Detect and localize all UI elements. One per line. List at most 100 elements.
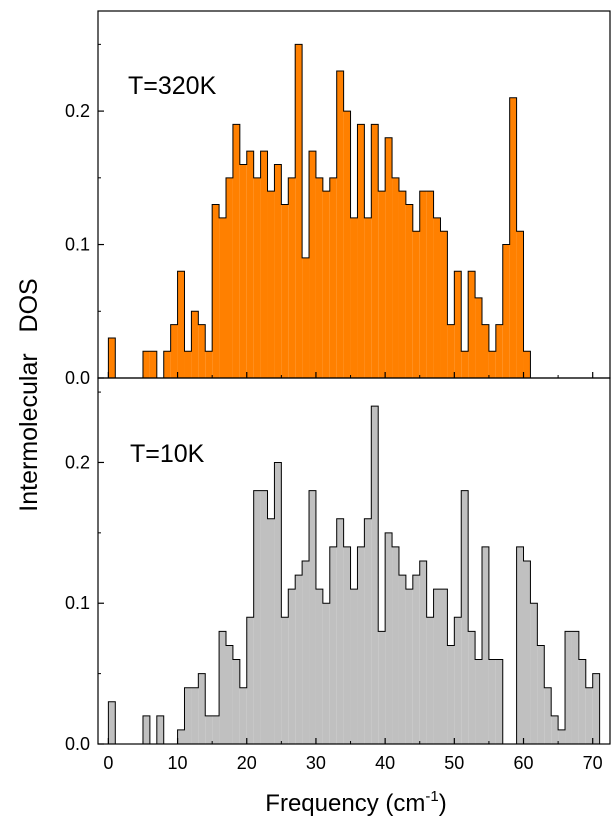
histogram-bar <box>461 490 469 744</box>
y-axis-label: Intermolecular DOS <box>15 278 43 511</box>
histogram-bar <box>267 518 275 744</box>
histogram-bar <box>350 217 358 378</box>
y-tick-label: 0.2 <box>65 101 90 121</box>
histogram-bar <box>537 645 545 744</box>
histogram-bar <box>468 631 476 744</box>
histogram-bar <box>475 297 482 378</box>
histogram-bar <box>260 151 268 378</box>
histogram-bar <box>578 659 586 744</box>
x-tick-label: 60 <box>513 753 533 773</box>
x-axis-label-main: Frequency (cm <box>265 790 425 817</box>
y-tick-label: 0.1 <box>65 235 90 255</box>
histogram-bar <box>205 351 213 378</box>
histogram-bar <box>302 257 310 378</box>
histogram-bar <box>309 151 316 378</box>
histogram-bar <box>288 589 296 744</box>
histogram-outline <box>107 43 607 379</box>
x-tick-label: 70 <box>583 753 603 773</box>
histogram-bar <box>177 271 185 378</box>
histogram-bar <box>495 659 503 744</box>
histogram-bar <box>447 324 455 378</box>
histogram-bar <box>398 575 406 744</box>
histogram-bar <box>343 546 351 744</box>
x-tick-label: 30 <box>306 753 326 773</box>
x-tick-label: 10 <box>168 753 188 773</box>
histogram-bar <box>232 659 240 744</box>
histogram-bar <box>412 575 420 744</box>
histogram-bar <box>488 659 496 744</box>
histogram-bar <box>392 177 399 378</box>
histogram-bar <box>315 589 323 744</box>
histogram-bar <box>177 729 185 744</box>
histogram-bar <box>281 204 289 378</box>
histogram-bar <box>419 191 427 378</box>
histogram-bar <box>385 532 393 744</box>
histogram-bar <box>281 617 289 744</box>
histogram-bar <box>156 715 164 744</box>
histogram-bar <box>516 546 524 744</box>
histogram-bar <box>108 337 116 378</box>
histogram-bar <box>392 546 399 744</box>
histogram-bar <box>405 589 413 744</box>
x-tick-label: 50 <box>444 753 464 773</box>
histogram-outline <box>107 405 607 745</box>
histogram-bar <box>571 631 579 744</box>
histogram-bar <box>198 324 206 378</box>
histogram-bar <box>309 490 316 744</box>
histogram-bar <box>426 617 434 744</box>
x-tick-label: 20 <box>237 753 257 773</box>
y-tick-label: 0.0 <box>65 734 90 754</box>
histogram-bar <box>142 351 150 378</box>
histogram-bar <box>495 324 503 378</box>
histogram-bar <box>585 687 593 744</box>
histogram-bar <box>260 490 268 744</box>
histogram-bar <box>454 617 462 744</box>
histogram-bar <box>364 518 372 744</box>
y-tick-label: 0.2 <box>65 452 90 472</box>
histogram-bar <box>295 44 303 378</box>
histogram-bar <box>322 191 330 378</box>
histogram-bar <box>502 244 510 378</box>
histogram-bar <box>488 351 496 378</box>
histogram-bar <box>454 271 462 378</box>
x-tick-label: 40 <box>375 753 395 773</box>
histogram-bar <box>523 561 531 744</box>
histogram-bar <box>530 603 538 744</box>
histogram-bar <box>226 177 233 378</box>
histogram-bar <box>274 164 282 378</box>
histogram-bar <box>336 518 344 744</box>
histogram-bar <box>274 462 282 744</box>
histogram-bar <box>253 177 261 378</box>
histogram-bar <box>364 217 372 378</box>
histogram-bar <box>440 231 448 378</box>
histogram-bar <box>565 631 572 744</box>
histogram-bar <box>288 177 296 378</box>
histogram-bar <box>468 271 476 378</box>
histogram-bar <box>385 137 393 378</box>
histogram-bar <box>191 687 199 744</box>
histogram-bar <box>475 659 482 744</box>
histogram-bar <box>315 177 323 378</box>
histogram-bar <box>461 351 469 378</box>
plot-frame <box>97 377 611 745</box>
histogram-bar <box>108 701 116 744</box>
histogram-bar <box>239 164 247 378</box>
histogram-bar <box>142 715 150 744</box>
histogram-bar <box>205 715 213 744</box>
histogram-bar <box>371 406 379 744</box>
histogram-bar <box>184 351 192 378</box>
histogram-bar <box>343 111 351 378</box>
histogram-bar <box>329 546 337 744</box>
histogram-bar <box>239 687 247 744</box>
histogram-bar <box>219 631 226 744</box>
histogram-bar <box>322 603 330 744</box>
histogram-bar <box>447 645 455 744</box>
histogram-bar <box>226 645 233 744</box>
x-axis-label: Frequency (cm-1) <box>265 788 446 817</box>
histogram-bar <box>509 97 517 378</box>
histogram-bar <box>412 231 420 378</box>
histogram-bar <box>357 546 365 744</box>
histogram-bar <box>558 729 566 744</box>
histogram-bar <box>516 231 524 378</box>
